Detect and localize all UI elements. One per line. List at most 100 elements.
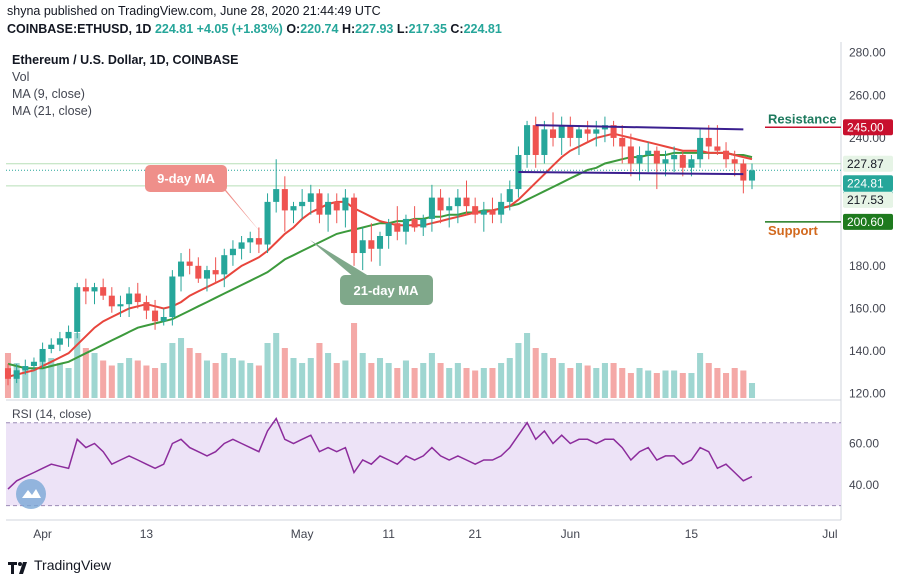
ma9-callout-pointer	[214, 178, 262, 234]
open-label: O:	[286, 22, 301, 36]
candle-body	[342, 197, 349, 211]
volume-bar	[273, 333, 280, 398]
volume-bar	[117, 363, 124, 398]
symbol[interactable]: COINBASE:ETHUSD, 1D	[7, 22, 152, 36]
legend-vol[interactable]: Vol	[12, 70, 30, 84]
candle-body	[506, 189, 513, 202]
volume-bar	[30, 368, 37, 398]
volume-bar	[697, 353, 704, 398]
volume-bar	[575, 363, 583, 398]
volume-bar	[601, 363, 608, 398]
x-tick-label: Jul	[822, 527, 837, 541]
volume-bar	[65, 368, 72, 398]
candle-body	[299, 201, 306, 207]
candle-body	[117, 304, 124, 307]
candle-body	[723, 150, 730, 160]
candle-body	[446, 206, 453, 211]
volume-bar	[325, 353, 332, 398]
volume-bar	[463, 368, 470, 398]
candle-body	[221, 255, 228, 275]
tradingview-brand[interactable]: TradingView	[34, 557, 112, 573]
candle-body	[203, 270, 211, 279]
ma21-callout-pointer	[310, 240, 372, 278]
volume-bar	[48, 358, 55, 398]
support-label: Support	[768, 223, 818, 238]
candle-body	[662, 159, 669, 164]
volume-bar	[351, 323, 358, 398]
candle-body	[247, 238, 254, 243]
volume-bar	[506, 358, 513, 398]
tradingview-logo-icon[interactable]	[8, 558, 30, 574]
candle-body	[524, 125, 531, 155]
low-price-tag-bg	[843, 191, 893, 208]
candle-body	[567, 125, 574, 138]
volume-bar	[281, 348, 288, 398]
legend-title[interactable]: Ethereum / U.S. Dollar, 1D, COINBASE	[12, 53, 239, 67]
volume-bar	[593, 368, 600, 398]
candle-body	[653, 150, 660, 164]
candle-body	[584, 129, 591, 134]
volume-bar	[74, 333, 81, 398]
volume-bar	[264, 343, 271, 398]
x-tick-label: 15	[685, 527, 699, 541]
footer: TradingView	[0, 550, 911, 584]
candle-body	[740, 163, 747, 181]
candle-body	[195, 265, 202, 279]
volume-bar	[169, 343, 176, 398]
y-tick-label: 180.00	[849, 259, 886, 273]
volume-bar	[558, 363, 565, 398]
volume-bar	[290, 358, 297, 398]
volume-bar	[160, 363, 167, 398]
volume-bar	[420, 363, 427, 398]
volume-bar	[100, 360, 107, 398]
volume-bar	[627, 373, 634, 398]
candle-body	[281, 189, 288, 211]
legend-ma21[interactable]: MA (21, close)	[12, 104, 92, 118]
candle-body	[39, 348, 46, 362]
x-tick-label: Jun	[561, 527, 580, 541]
volume-bar	[454, 363, 461, 398]
volume-bar	[446, 368, 453, 398]
close-value: 224.81	[463, 22, 502, 36]
rsi-tick-label: 40.00	[849, 478, 879, 492]
candle-body	[177, 261, 185, 277]
candle-body	[645, 150, 652, 155]
legend-ma9[interactable]: MA (9, close)	[12, 87, 85, 101]
volume-bar	[134, 360, 141, 398]
candle-body	[394, 223, 401, 232]
candle-body	[437, 197, 444, 211]
volume-bar	[394, 368, 401, 398]
volume-bar	[653, 373, 660, 398]
candle-body	[636, 154, 643, 164]
candle-body	[82, 287, 89, 292]
volume-bar	[255, 365, 262, 398]
low-price-tag: 217.53	[847, 193, 884, 207]
candle-body	[679, 154, 686, 168]
volume-bar	[489, 368, 496, 398]
volume-bar	[177, 338, 185, 398]
candle-body	[91, 287, 98, 292]
resistance-label: Resistance	[768, 111, 837, 126]
candle-body	[472, 206, 479, 215]
rsi-line	[7, 417, 753, 490]
candle-body	[359, 240, 366, 254]
volume-bar	[532, 348, 539, 398]
volume-bar	[619, 368, 626, 398]
volume-bar	[143, 365, 150, 398]
candle-body	[160, 316, 167, 322]
candle-body	[316, 193, 323, 215]
volume-bar	[705, 363, 712, 398]
candle-body	[74, 287, 81, 332]
candle-body	[126, 293, 133, 305]
candle-body	[22, 366, 29, 371]
volume-bar	[524, 333, 531, 398]
volume-bar	[498, 363, 505, 398]
ma21-callout-box	[340, 275, 433, 305]
candle-body	[307, 193, 314, 202]
watermark-mark	[22, 489, 41, 498]
candle-body	[610, 125, 617, 138]
candle-body	[290, 206, 297, 211]
resistance-price-tag-bg	[843, 119, 893, 136]
volume-bar	[748, 383, 756, 398]
